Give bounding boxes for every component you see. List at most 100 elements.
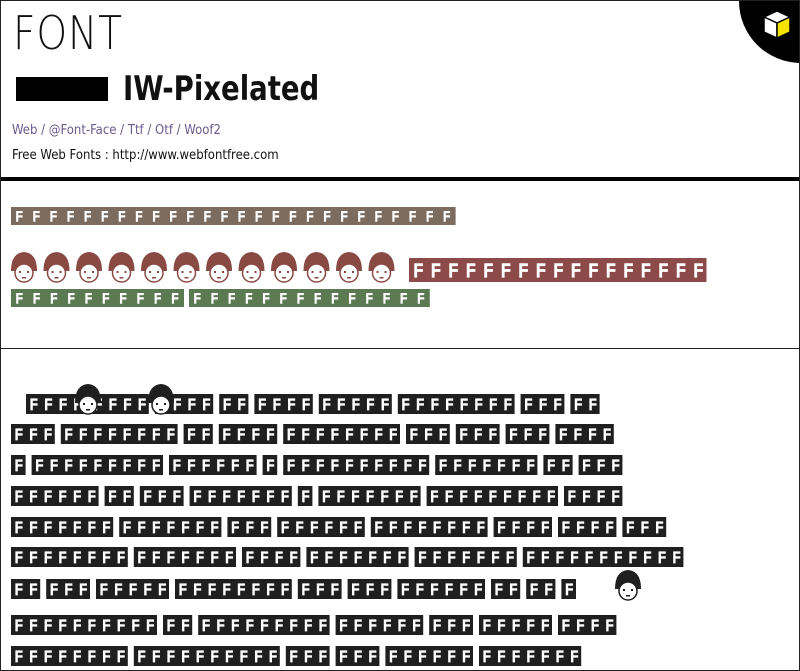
glyph	[252, 490, 260, 503]
glyph	[179, 583, 187, 596]
glyph	[33, 292, 40, 304]
glyph	[351, 583, 360, 596]
glyph-word	[262, 455, 278, 475]
glyph	[462, 619, 470, 632]
glyph	[65, 428, 73, 441]
glyph	[541, 551, 549, 564]
glyph-word	[414, 547, 517, 567]
glyph	[418, 551, 427, 564]
glyph-word	[285, 646, 330, 666]
glyph	[123, 398, 132, 411]
glyph	[50, 292, 58, 304]
glyph	[109, 398, 117, 411]
glyph-word	[520, 394, 565, 414]
glyph	[433, 650, 441, 663]
glyph	[369, 551, 377, 564]
glyph-word	[11, 547, 128, 567]
glyph	[167, 619, 175, 632]
eye	[246, 271, 249, 273]
glyph	[366, 398, 375, 411]
glyph	[325, 521, 333, 534]
glyph	[369, 619, 377, 632]
eye	[91, 403, 93, 405]
glyph-word	[218, 424, 278, 444]
glyph	[223, 490, 231, 503]
glyph	[603, 428, 611, 441]
glyph	[208, 583, 216, 596]
glyph	[416, 583, 424, 596]
glyph-word	[11, 615, 157, 635]
glyph	[170, 210, 177, 222]
glyph	[570, 551, 579, 564]
glyph	[404, 521, 412, 534]
face	[14, 263, 34, 283]
glyph-word	[96, 579, 169, 599]
glyph	[108, 459, 117, 472]
glyph	[541, 619, 549, 632]
glyph	[252, 428, 260, 441]
glyph	[94, 428, 102, 441]
glyph-bar	[555, 424, 614, 444]
face	[371, 263, 392, 283]
glyph	[475, 398, 483, 411]
glyph-word	[189, 486, 292, 506]
glyph	[418, 650, 427, 663]
glyph	[204, 210, 211, 222]
glyph	[562, 619, 570, 632]
glyph	[337, 490, 345, 503]
glyph-bar	[11, 486, 99, 506]
eye	[623, 589, 625, 591]
face-glyph	[141, 252, 167, 283]
glyph-bar	[169, 455, 257, 475]
glyph	[512, 459, 520, 472]
glyph-word	[198, 615, 330, 635]
glyph	[29, 551, 38, 564]
glyph	[416, 398, 424, 411]
glyph	[15, 551, 23, 564]
glyph	[431, 398, 439, 411]
glyph-word	[435, 455, 538, 475]
glyph-word	[409, 258, 707, 282]
glyph	[79, 459, 87, 472]
glyph-word	[46, 579, 90, 599]
glyph	[354, 521, 362, 534]
glyph	[462, 521, 470, 534]
glyph-word	[11, 424, 55, 444]
glyph	[29, 428, 38, 441]
glyph	[273, 398, 281, 411]
glyph	[44, 521, 52, 534]
glyph	[358, 210, 365, 222]
glyph	[15, 583, 23, 596]
glyph	[591, 521, 599, 534]
formats[interactable]: Web / @Font-Face / Ttf / Otf / Woof2	[12, 123, 221, 138]
glyph	[272, 210, 280, 222]
glyph	[354, 551, 362, 564]
glyph	[304, 650, 312, 663]
glyph	[383, 292, 390, 304]
glyph	[576, 619, 585, 632]
glyph	[310, 551, 318, 564]
glyph	[574, 398, 582, 411]
glyph	[223, 428, 231, 441]
face-glyph	[148, 384, 174, 415]
glyph	[462, 650, 470, 663]
glyph	[402, 398, 410, 411]
glyph	[375, 210, 382, 222]
glyph-word	[11, 455, 26, 475]
glyph	[237, 490, 245, 503]
source[interactable]: Free Web Fonts : http://www.webfontfree.…	[12, 148, 279, 163]
glyph	[223, 398, 231, 411]
eye	[189, 271, 192, 273]
glyph	[612, 459, 620, 472]
glyph	[88, 650, 96, 663]
glyph	[597, 459, 605, 472]
glyph	[539, 428, 547, 441]
glyph	[398, 619, 406, 632]
glyph-word	[622, 517, 667, 537]
glyph	[439, 459, 447, 472]
glyph	[524, 398, 533, 411]
glyph-word	[479, 646, 582, 666]
eye	[384, 271, 387, 273]
